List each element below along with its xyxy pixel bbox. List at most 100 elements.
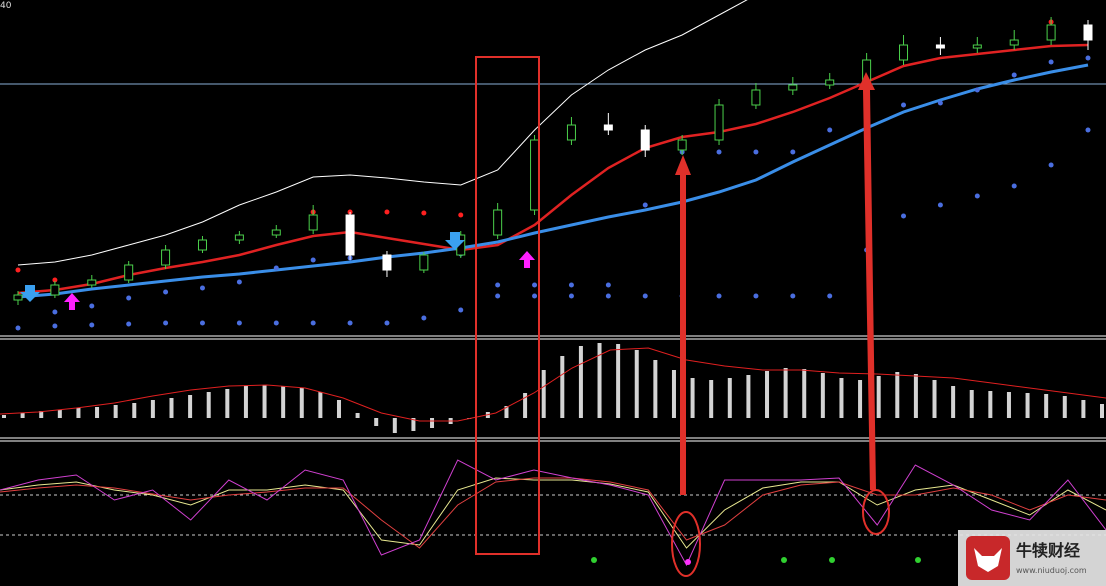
candle-body: [825, 79, 835, 86]
dot-marker: [495, 282, 501, 288]
macd-bar: [1025, 393, 1030, 418]
dot-marker: [901, 213, 907, 219]
candle-body: [197, 239, 207, 251]
arrow: [675, 155, 691, 495]
candle-body: [124, 264, 134, 281]
indicator-line: [17, 43, 1089, 295]
macd-bar: [578, 346, 583, 418]
dot-marker: [421, 315, 427, 321]
macd-bar: [374, 418, 379, 426]
dot-marker: [126, 295, 132, 301]
macd-bar: [541, 370, 546, 418]
macd-bar: [727, 378, 732, 418]
macd-bar: [113, 405, 118, 418]
dot-marker: [15, 267, 21, 273]
dot-marker: [236, 320, 242, 326]
macd-bar: [746, 375, 751, 418]
dot-marker: [273, 320, 279, 326]
dot-marker: [716, 293, 722, 299]
macd-bar: [988, 391, 993, 418]
dot-marker: [384, 320, 390, 326]
dot-marker: [199, 320, 205, 326]
macd-bar: [820, 373, 825, 418]
candle-body: [1083, 24, 1093, 41]
macd-bar: [876, 376, 881, 418]
dot-marker: [605, 282, 611, 288]
dot-marker: [89, 322, 95, 328]
signal-dot: [781, 557, 787, 563]
dot-marker: [347, 320, 353, 326]
dot-marker: [52, 323, 58, 329]
candle-body: [50, 284, 60, 296]
macd-bar: [132, 403, 137, 418]
signal-dot: [829, 557, 835, 563]
down-arrow: [20, 285, 40, 302]
macd-bar: [243, 386, 248, 418]
macd-bar: [895, 372, 900, 418]
dot-marker: [716, 149, 722, 155]
dot-marker: [532, 282, 538, 288]
macd-bar: [318, 392, 323, 418]
candle-body: [308, 214, 318, 231]
macd-bar: [951, 386, 956, 418]
dot-marker: [310, 257, 316, 263]
up-arrow: [64, 293, 80, 310]
dot-marker: [1011, 183, 1017, 189]
candle-body: [1009, 39, 1019, 46]
candle-body: [935, 44, 945, 49]
plot-layer: [0, 0, 1106, 567]
dot-marker: [790, 293, 796, 299]
dot-marker: [236, 279, 242, 285]
macd-bar: [504, 406, 509, 418]
macd-bar: [169, 398, 174, 418]
dot-marker: [937, 202, 943, 208]
kdj-line: [0, 459, 1106, 567]
macd-bar: [20, 413, 25, 418]
candle-body: [972, 44, 982, 49]
macd-bar: [1081, 400, 1086, 418]
macd-bar: [281, 386, 286, 418]
dot-marker: [126, 321, 132, 327]
candle-body: [566, 124, 576, 141]
candle-body: [161, 249, 171, 266]
dot-marker: [753, 149, 759, 155]
dot-marker: [642, 293, 648, 299]
dot-marker: [642, 202, 648, 208]
dot-marker: [199, 285, 205, 291]
dot-marker: [1048, 59, 1054, 65]
macd-bar: [523, 393, 528, 418]
macd-bar: [1006, 392, 1011, 418]
top-label: 40: [0, 1, 12, 11]
dot-marker: [753, 293, 759, 299]
indicator-line: [17, 63, 1089, 299]
dot-marker: [384, 209, 390, 215]
macd-bar: [355, 413, 360, 418]
logo-icon: [974, 548, 1002, 572]
dot-marker: [605, 293, 611, 299]
candle-body: [603, 124, 613, 131]
macd-bar: [783, 368, 788, 418]
kdj-line: [0, 477, 1106, 549]
dot-marker: [901, 102, 907, 108]
price-panel: [13, 0, 1093, 331]
candle-body: [493, 209, 503, 236]
candle-body: [530, 139, 540, 211]
macd-bar: [932, 380, 937, 418]
up-arrow: [519, 251, 535, 268]
annotations: [20, 56, 921, 577]
dot-marker: [974, 193, 980, 199]
dot-marker: [15, 325, 21, 331]
dot-marker: [974, 87, 980, 93]
macd-bar: [1100, 404, 1104, 418]
dot-marker: [89, 303, 95, 309]
dot-marker: [458, 212, 464, 218]
macd-bar: [616, 344, 621, 418]
macd-bar: [57, 410, 62, 418]
kdj-line: [0, 477, 1106, 549]
macd-bar: [1044, 394, 1049, 418]
candle-body: [419, 254, 429, 271]
dot-marker: [568, 293, 574, 299]
macd-bar: [858, 380, 863, 418]
